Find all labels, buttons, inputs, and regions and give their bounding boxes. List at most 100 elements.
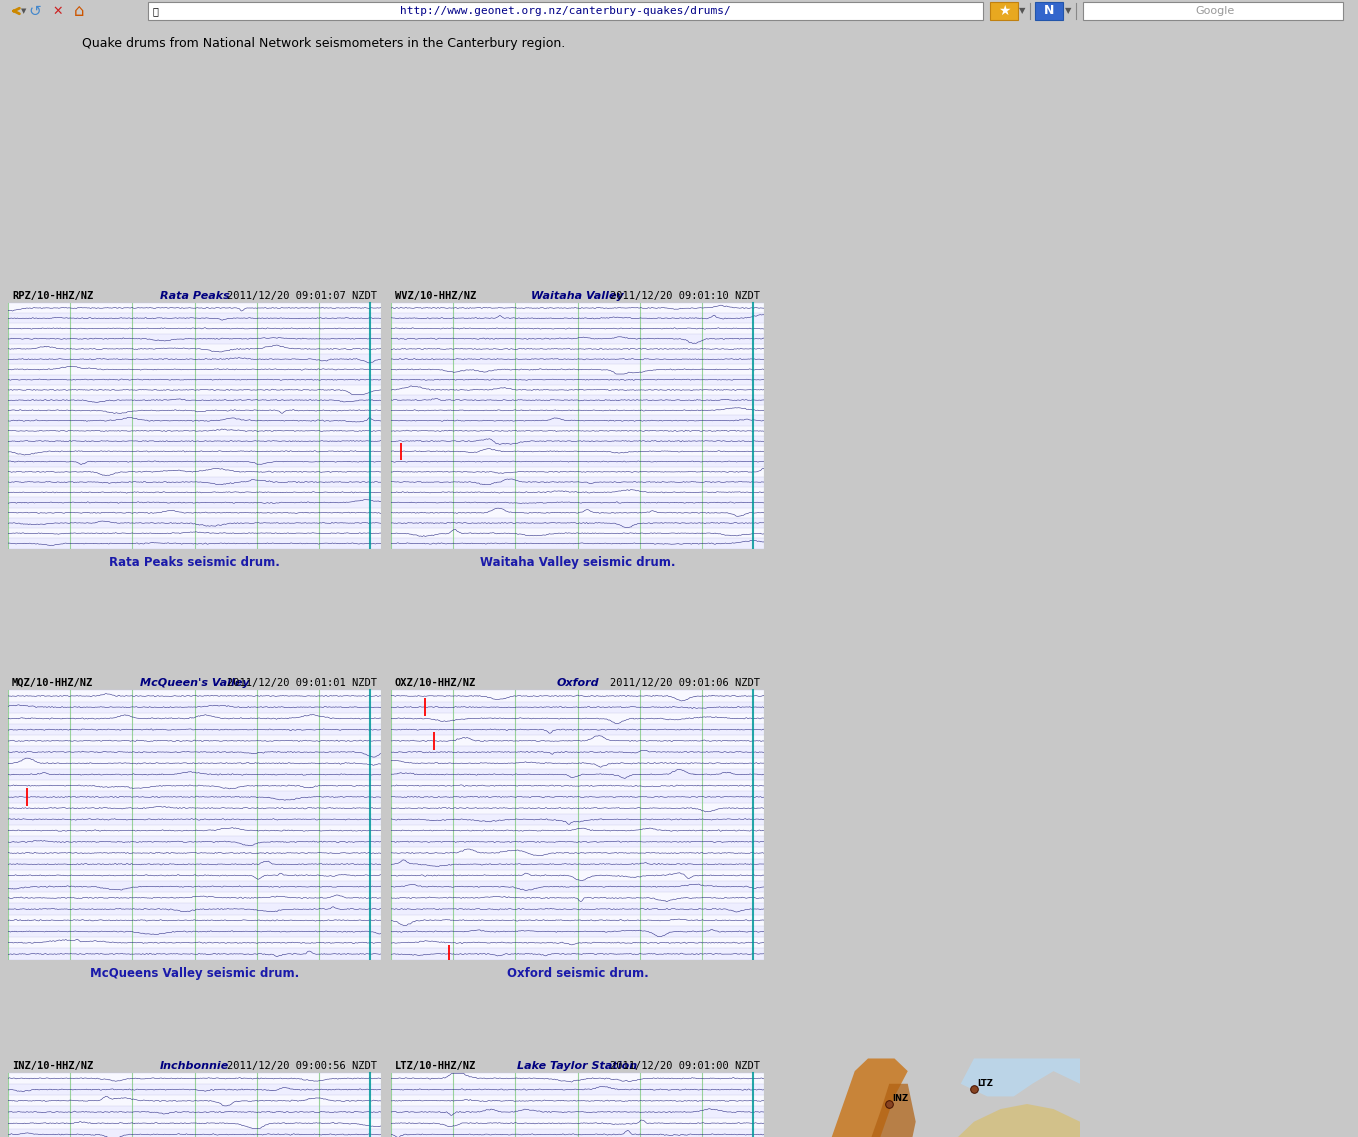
Bar bbox=[391, 847, 765, 858]
Bar bbox=[1082, 2, 1343, 20]
Polygon shape bbox=[960, 1059, 1080, 1096]
Bar bbox=[8, 747, 382, 757]
Bar bbox=[8, 456, 382, 466]
Bar bbox=[391, 825, 765, 836]
Bar bbox=[8, 893, 382, 904]
Bar bbox=[8, 476, 382, 487]
Bar bbox=[8, 904, 382, 914]
Text: Inchbonnie: Inchbonnie bbox=[160, 1061, 230, 1071]
Bar bbox=[391, 374, 765, 384]
Bar bbox=[8, 847, 382, 858]
Text: Rata Peaks: Rata Peaks bbox=[160, 291, 230, 300]
Bar bbox=[8, 803, 382, 814]
Bar bbox=[391, 466, 765, 476]
Text: INZ: INZ bbox=[892, 1094, 909, 1103]
Bar bbox=[391, 757, 765, 769]
Bar bbox=[391, 405, 765, 415]
Text: 2011/12/20 09:01:00 NZDT: 2011/12/20 09:01:00 NZDT bbox=[610, 1061, 760, 1071]
Text: Rata Peaks seismic drum.: Rata Peaks seismic drum. bbox=[109, 556, 280, 570]
Bar bbox=[391, 446, 765, 456]
Bar bbox=[391, 302, 765, 313]
Bar bbox=[391, 415, 765, 425]
Bar bbox=[391, 702, 765, 713]
Bar bbox=[8, 507, 382, 517]
Bar bbox=[8, 702, 382, 713]
Text: ★: ★ bbox=[998, 5, 1010, 18]
Bar bbox=[8, 415, 382, 425]
Bar bbox=[391, 395, 765, 405]
Bar bbox=[391, 507, 765, 517]
Text: Waitaha Valley seismic drum.: Waitaha Valley seismic drum. bbox=[479, 556, 675, 570]
Bar bbox=[8, 825, 382, 836]
Bar bbox=[391, 791, 765, 803]
Polygon shape bbox=[815, 1059, 907, 1137]
Bar bbox=[8, 858, 382, 870]
Bar bbox=[391, 528, 765, 539]
Bar bbox=[391, 713, 765, 724]
Bar bbox=[8, 466, 382, 476]
Bar bbox=[990, 2, 1018, 20]
Bar bbox=[391, 1084, 765, 1095]
Bar bbox=[8, 1106, 382, 1118]
Text: 2011/12/20 09:01:01 NZDT: 2011/12/20 09:01:01 NZDT bbox=[227, 678, 378, 688]
Bar bbox=[391, 364, 765, 374]
Bar bbox=[8, 757, 382, 769]
Text: ▼: ▼ bbox=[20, 8, 26, 14]
Bar bbox=[8, 425, 382, 435]
Bar bbox=[8, 323, 382, 333]
Text: ⌂: ⌂ bbox=[73, 2, 84, 20]
Bar bbox=[8, 769, 382, 780]
Text: 2011/12/20 09:00:56 NZDT: 2011/12/20 09:00:56 NZDT bbox=[227, 1061, 378, 1071]
Bar bbox=[391, 780, 765, 791]
Bar bbox=[391, 893, 765, 904]
Text: N: N bbox=[1044, 5, 1054, 17]
Bar bbox=[8, 354, 382, 364]
Text: Waitaha Valley: Waitaha Valley bbox=[531, 291, 623, 300]
Bar bbox=[8, 1072, 382, 1084]
Polygon shape bbox=[828, 1084, 915, 1137]
Bar bbox=[391, 517, 765, 528]
Bar bbox=[391, 948, 765, 960]
Bar bbox=[448, 945, 449, 963]
Text: http://www.geonet.org.nz/canterbury-quakes/drums/: http://www.geonet.org.nz/canterbury-quak… bbox=[399, 6, 731, 16]
Bar bbox=[8, 333, 382, 343]
Bar bbox=[391, 937, 765, 948]
Bar bbox=[391, 1072, 765, 1084]
Text: Quake drums from National Network seismometers in the Canterbury region.: Quake drums from National Network seismo… bbox=[81, 38, 565, 50]
Bar bbox=[391, 323, 765, 333]
Bar bbox=[401, 443, 402, 459]
Bar bbox=[391, 456, 765, 466]
Bar bbox=[8, 791, 382, 803]
Bar bbox=[8, 374, 382, 384]
Bar bbox=[8, 405, 382, 415]
Bar bbox=[8, 313, 382, 323]
Bar bbox=[433, 732, 436, 749]
Bar bbox=[8, 343, 382, 354]
Bar bbox=[391, 724, 765, 736]
Bar bbox=[424, 698, 426, 716]
Text: RPZ/10-HHZ/NZ: RPZ/10-HHZ/NZ bbox=[12, 291, 94, 300]
Bar bbox=[8, 384, 382, 395]
Bar bbox=[8, 497, 382, 507]
Bar bbox=[148, 2, 983, 20]
Text: 🔒: 🔒 bbox=[152, 6, 158, 16]
Bar bbox=[8, 395, 382, 405]
Text: OXZ/10-HHZ/NZ: OXZ/10-HHZ/NZ bbox=[395, 678, 477, 688]
Bar bbox=[391, 435, 765, 446]
Bar bbox=[8, 528, 382, 539]
Bar bbox=[391, 313, 765, 323]
Bar bbox=[8, 487, 382, 497]
Bar bbox=[391, 814, 765, 825]
Bar bbox=[391, 803, 765, 814]
Text: 2011/12/20 09:01:10 NZDT: 2011/12/20 09:01:10 NZDT bbox=[610, 291, 760, 300]
Bar bbox=[8, 1084, 382, 1095]
Text: ↺: ↺ bbox=[29, 3, 41, 18]
Bar bbox=[8, 937, 382, 948]
Bar bbox=[391, 487, 765, 497]
Bar bbox=[391, 1106, 765, 1118]
Bar bbox=[391, 926, 765, 937]
Text: 2011/12/20 09:01:07 NZDT: 2011/12/20 09:01:07 NZDT bbox=[227, 291, 378, 300]
Text: 2011/12/20 09:01:06 NZDT: 2011/12/20 09:01:06 NZDT bbox=[610, 678, 760, 688]
Bar bbox=[8, 364, 382, 374]
Bar bbox=[391, 476, 765, 487]
